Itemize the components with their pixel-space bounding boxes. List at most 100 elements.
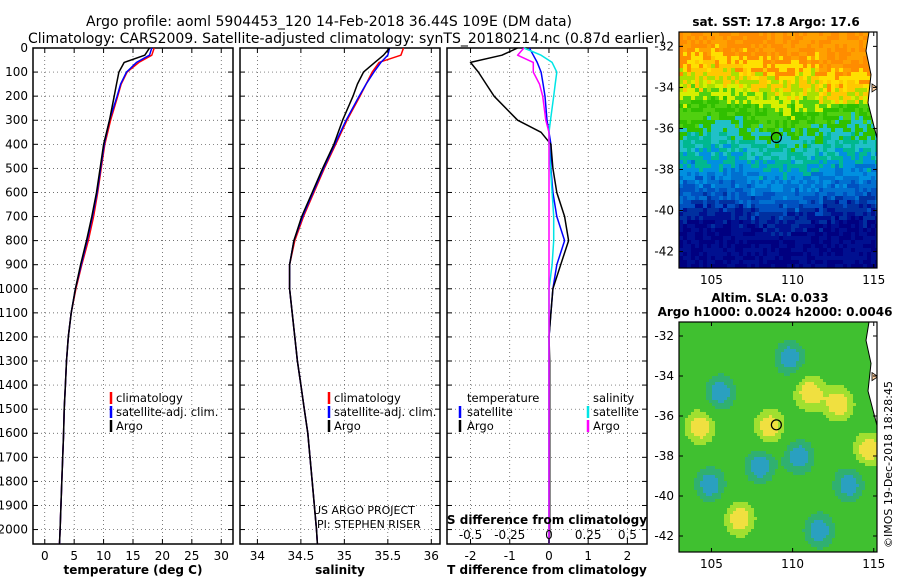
map-cell bbox=[807, 180, 812, 185]
map-cell bbox=[771, 168, 776, 173]
map-cell bbox=[707, 124, 712, 129]
map-cell bbox=[811, 204, 816, 209]
map-cell bbox=[747, 140, 752, 145]
map-cell bbox=[808, 346, 812, 350]
map-cell bbox=[742, 367, 746, 371]
map-cell bbox=[730, 340, 734, 344]
map-cell bbox=[735, 36, 740, 41]
map-cell bbox=[695, 164, 700, 169]
map-cell bbox=[859, 56, 864, 61]
map-cell bbox=[715, 44, 720, 49]
map-cell bbox=[723, 184, 728, 189]
map-cell bbox=[863, 44, 868, 49]
map-cell bbox=[811, 248, 816, 253]
map-cell bbox=[682, 352, 686, 356]
map-cell bbox=[695, 244, 700, 249]
map-cell bbox=[839, 40, 844, 45]
map-cell bbox=[751, 56, 756, 61]
map-cell bbox=[803, 48, 808, 53]
map-cell bbox=[727, 100, 732, 105]
map-cell bbox=[783, 200, 788, 205]
map-cell bbox=[691, 64, 696, 69]
map-cell bbox=[679, 144, 684, 149]
map-cell bbox=[817, 367, 821, 371]
map-cell bbox=[735, 196, 740, 201]
map-cell bbox=[796, 346, 800, 350]
map-cell bbox=[735, 44, 740, 49]
map-cell bbox=[851, 252, 856, 257]
map-cell bbox=[807, 88, 812, 93]
map-cell bbox=[799, 32, 804, 37]
map-cell bbox=[791, 52, 796, 57]
map-cell bbox=[739, 352, 743, 356]
map-cell bbox=[682, 358, 686, 362]
map-cell bbox=[803, 164, 808, 169]
map-cell bbox=[695, 108, 700, 113]
map-cell bbox=[697, 394, 701, 398]
map-cell bbox=[850, 331, 854, 335]
map-cell bbox=[779, 144, 784, 149]
map-cell bbox=[791, 148, 796, 153]
map-cell bbox=[841, 391, 845, 395]
map-cell bbox=[730, 322, 734, 326]
map-cell bbox=[715, 331, 719, 335]
map-cell bbox=[787, 176, 792, 181]
map-cell bbox=[803, 156, 808, 161]
map-cell bbox=[875, 232, 877, 237]
map-cell bbox=[743, 196, 748, 201]
map-cell bbox=[775, 343, 779, 347]
map-cell bbox=[691, 36, 696, 41]
map-cell bbox=[853, 370, 857, 374]
map-cell bbox=[856, 331, 860, 335]
map-cell bbox=[795, 64, 800, 69]
map-cell bbox=[703, 224, 708, 229]
map-cell bbox=[815, 224, 820, 229]
map-cell bbox=[815, 124, 820, 129]
map-cell bbox=[679, 52, 684, 57]
map-cell bbox=[851, 68, 856, 73]
map-cell bbox=[775, 224, 780, 229]
map-cell bbox=[709, 385, 713, 389]
map-cell bbox=[767, 252, 772, 257]
map-cell bbox=[803, 240, 808, 245]
map-cell bbox=[790, 334, 794, 338]
map-cell bbox=[820, 385, 824, 389]
map-cell bbox=[867, 188, 872, 193]
map-cell bbox=[779, 244, 784, 249]
map-cell bbox=[784, 382, 788, 386]
map-cell bbox=[699, 264, 704, 268]
map-cell bbox=[815, 144, 820, 149]
map-cell bbox=[811, 72, 816, 77]
map-cell bbox=[736, 322, 740, 326]
map-cell bbox=[775, 68, 780, 73]
map-cell bbox=[760, 352, 764, 356]
map-cell bbox=[807, 172, 812, 177]
map-cell bbox=[691, 68, 696, 73]
map-cell bbox=[731, 40, 736, 45]
map-cell bbox=[850, 352, 854, 356]
depth-tick-label: 1800 bbox=[0, 474, 28, 488]
map-cell bbox=[687, 32, 692, 37]
map-cell bbox=[699, 180, 704, 185]
map-cell bbox=[802, 394, 806, 398]
map-cell bbox=[721, 349, 725, 353]
map-cell bbox=[707, 156, 712, 161]
map-cell bbox=[771, 144, 776, 149]
map-cell bbox=[685, 376, 689, 380]
map-cell bbox=[719, 184, 724, 189]
map-cell bbox=[799, 361, 803, 365]
map-cell bbox=[790, 349, 794, 353]
map-cell bbox=[851, 168, 856, 173]
map-cell bbox=[703, 373, 707, 377]
map-cell bbox=[735, 84, 740, 89]
map-cell bbox=[733, 340, 737, 344]
map-cell bbox=[679, 192, 684, 197]
map-cell bbox=[781, 358, 785, 362]
map-cell bbox=[875, 148, 877, 153]
map-cell bbox=[715, 364, 719, 368]
sla-heatmap bbox=[679, 322, 877, 552]
map-cell bbox=[775, 328, 779, 332]
map-cell bbox=[751, 391, 755, 395]
map-cell bbox=[796, 361, 800, 365]
map-cell bbox=[754, 349, 758, 353]
